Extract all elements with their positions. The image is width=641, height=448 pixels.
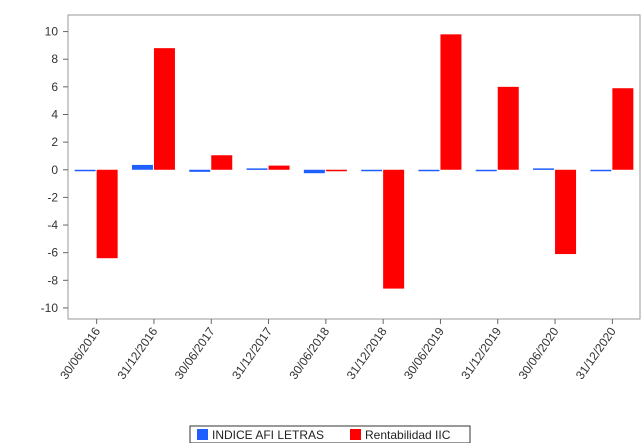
x-tick-label: 30/06/2018 [286, 324, 332, 381]
x-tick-label: 30/06/2020 [516, 324, 562, 381]
bar-rentabilidad-iic [268, 165, 290, 170]
bar-indice-afi-letras [131, 164, 153, 170]
x-tick-label: 31/12/2018 [344, 324, 390, 381]
bar-rentabilidad-iic [325, 169, 347, 172]
y-tick-label: -10 [41, 301, 59, 315]
bar-rentabilidad-iic [440, 34, 462, 170]
y-tick-label: 4 [51, 107, 58, 121]
bar-rentabilidad-iic [383, 169, 405, 289]
legend-swatch [350, 429, 361, 440]
bar-indice-afi-letras [418, 169, 440, 172]
plot-area [67, 14, 641, 320]
bar-indice-afi-letras [303, 169, 325, 174]
x-tick-label: 31/12/2020 [573, 324, 619, 381]
x-tick-label: 31/12/2019 [458, 324, 504, 381]
bar-indice-afi-letras [590, 169, 612, 172]
y-tick-label: -2 [47, 190, 58, 204]
bar-rentabilidad-iic [211, 155, 233, 170]
y-tick-label: 2 [51, 135, 58, 149]
bars-layer [74, 34, 634, 289]
bar-indice-afi-letras [361, 169, 383, 172]
y-tick-label: 6 [51, 80, 58, 94]
x-tick-label: 30/06/2019 [401, 324, 447, 381]
y-tick-label: 10 [45, 25, 59, 39]
y-tick-label: -8 [47, 273, 58, 287]
legend: INDICE AFI LETRAS Rentabilidad IIC [189, 425, 471, 444]
x-tick-label: 30/06/2017 [172, 324, 218, 381]
y-tick-label: -6 [47, 246, 58, 260]
bar-rentabilidad-iic [555, 169, 577, 255]
x-tick-label: 31/12/2016 [114, 324, 160, 381]
x-tick-labels: 30/06/2016 31/12/2016 30/06/2017 31/12/2017… [57, 324, 619, 381]
bar-indice-afi-letras [246, 168, 268, 170]
legend-label: INDICE AFI LETRAS [212, 428, 324, 442]
legend-swatch [197, 429, 208, 440]
y-tick-label: 8 [51, 52, 58, 66]
bar-indice-afi-letras [74, 169, 96, 172]
bar-rentabilidad-iic [96, 169, 118, 259]
y-tick-label: -4 [47, 218, 58, 232]
bar-indice-afi-letras [533, 168, 555, 170]
x-tick-label: 31/12/2017 [229, 324, 275, 381]
bar-indice-afi-letras [475, 169, 497, 172]
bar-rentabilidad-iic [153, 48, 175, 170]
bar-rentabilidad-iic [497, 86, 519, 170]
x-tick-label: 30/06/2016 [57, 324, 103, 381]
legend-label: Rentabilidad IIC [365, 428, 451, 442]
bar-indice-afi-letras [189, 169, 211, 172]
y-tick-label: 0 [51, 163, 58, 177]
bar-rentabilidad-iic [612, 88, 634, 170]
